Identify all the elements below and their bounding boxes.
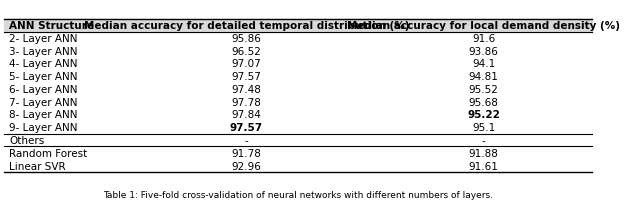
Text: 2- Layer ANN: 2- Layer ANN [9,34,77,44]
Text: 5- Layer ANN: 5- Layer ANN [9,72,77,82]
Text: 8- Layer ANN: 8- Layer ANN [9,110,77,120]
Text: 95.52: 95.52 [469,84,499,95]
Bar [4,20,592,32]
Text: 3- Layer ANN: 3- Layer ANN [9,47,77,56]
Text: 91.88: 91.88 [469,148,499,158]
Text: Median accuracy for local demand density (%): Median accuracy for local demand density… [348,21,620,31]
Text: 95.86: 95.86 [232,34,261,44]
Text: 97.78: 97.78 [232,97,261,107]
Text: Others: Others [9,135,44,145]
Text: 91.61: 91.61 [469,161,499,171]
Text: 6- Layer ANN: 6- Layer ANN [9,84,77,95]
Text: Table 1: Five-fold cross-validation of neural networks with different numbers of: Table 1: Five-fold cross-validation of n… [103,190,493,199]
Text: 94.1: 94.1 [472,59,495,69]
Text: 97.07: 97.07 [232,59,261,69]
Text: 96.52: 96.52 [232,47,261,56]
Text: 97.84: 97.84 [232,110,261,120]
Text: -: - [244,135,248,145]
Text: 4- Layer ANN: 4- Layer ANN [9,59,77,69]
Text: Random Forest: Random Forest [9,148,87,158]
Text: ANN Structure: ANN Structure [9,21,94,31]
Text: 94.81: 94.81 [469,72,499,82]
Text: 97.48: 97.48 [232,84,261,95]
Text: 95.68: 95.68 [469,97,499,107]
Text: 97.57: 97.57 [230,123,263,133]
Text: 92.96: 92.96 [232,161,261,171]
Text: -: - [482,135,486,145]
Text: 95.22: 95.22 [467,110,500,120]
Text: 91.78: 91.78 [232,148,261,158]
Text: Linear SVR: Linear SVR [9,161,66,171]
Text: 7- Layer ANN: 7- Layer ANN [9,97,77,107]
Text: 91.6: 91.6 [472,34,495,44]
Text: 9- Layer ANN: 9- Layer ANN [9,123,77,133]
Text: 97.57: 97.57 [232,72,261,82]
Text: 95.1: 95.1 [472,123,495,133]
Text: Median accuracy for detailed temporal distribution (%): Median accuracy for detailed temporal di… [84,21,409,31]
Text: 93.86: 93.86 [469,47,499,56]
